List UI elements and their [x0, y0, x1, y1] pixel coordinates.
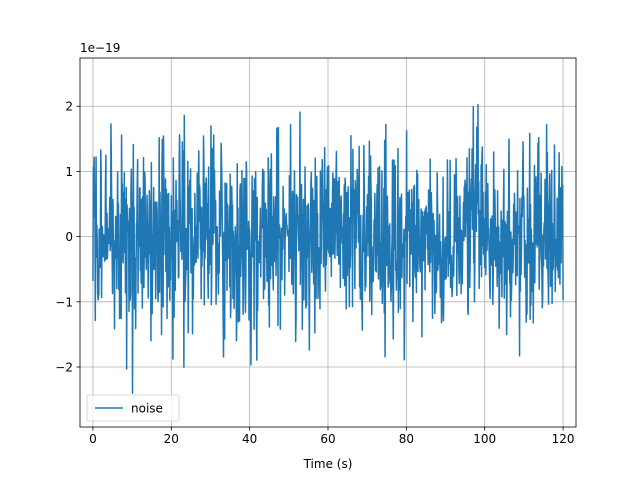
y-axis: −2 −1 0 1 2: [55, 100, 80, 375]
x-tick-label: 40: [242, 432, 257, 446]
y-tick-label: 0: [65, 230, 73, 244]
series-line-noise: [92, 103, 564, 395]
series-group: [92, 103, 564, 395]
x-tick-label: 0: [89, 432, 97, 446]
x-tick-label: 100: [473, 432, 496, 446]
y-tick-label: 2: [65, 100, 73, 114]
y-tick-label: −1: [55, 295, 73, 309]
x-axis-label: Time (s): [303, 457, 353, 471]
y-scale-label: 1e−19: [80, 41, 120, 55]
y-tick-label: −2: [55, 361, 73, 375]
x-tick-label: 20: [164, 432, 179, 446]
x-tick-label: 60: [320, 432, 335, 446]
y-tick-label: 1: [65, 165, 73, 179]
legend-label: noise: [131, 402, 163, 416]
legend-box: [86, 394, 180, 422]
legend: noise: [86, 394, 180, 422]
x-axis: 0 20 40 60 80 100 120: [89, 427, 575, 446]
x-tick-label: 120: [552, 432, 575, 446]
x-tick-label: 80: [399, 432, 414, 446]
